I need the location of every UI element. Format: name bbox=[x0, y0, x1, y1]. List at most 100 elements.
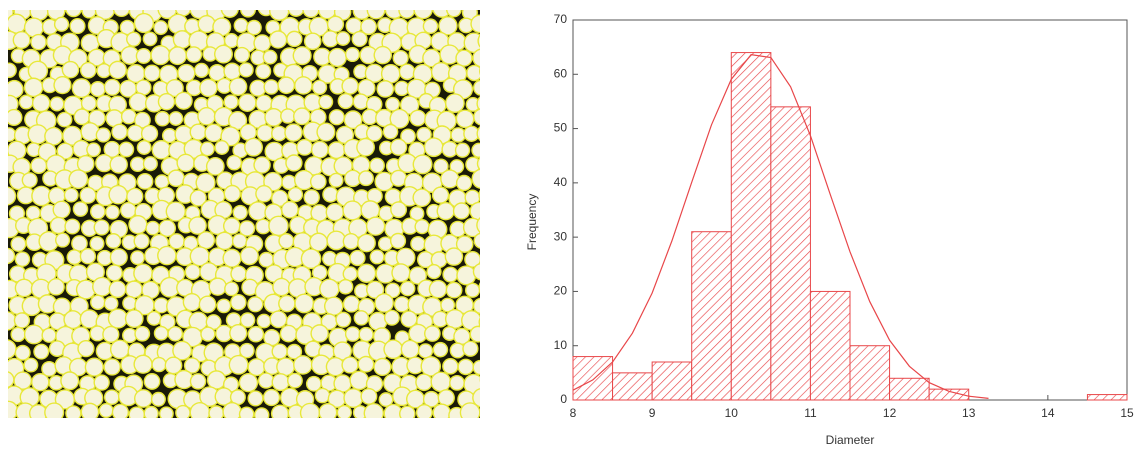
fiber bbox=[490, 82, 503, 95]
y-tick-label: 10 bbox=[554, 338, 568, 352]
fiber bbox=[472, 16, 488, 32]
bar bbox=[890, 378, 930, 400]
fiber bbox=[471, 203, 487, 219]
fiber bbox=[289, 188, 302, 201]
fiber bbox=[391, 234, 404, 247]
fiber bbox=[55, 77, 70, 92]
fiber bbox=[137, 81, 150, 94]
fiber bbox=[304, 2, 319, 17]
fiber bbox=[478, 156, 493, 171]
bar bbox=[652, 362, 692, 400]
fiber bbox=[272, 127, 285, 140]
fiber bbox=[428, 265, 440, 277]
fiber bbox=[79, 341, 93, 355]
fiber bbox=[489, 18, 504, 33]
fiber bbox=[474, 264, 489, 279]
fiber bbox=[319, 2, 335, 18]
fiber bbox=[131, 252, 143, 264]
fiber bbox=[25, 326, 42, 343]
fiber bbox=[408, 358, 423, 373]
fiber bbox=[239, 95, 255, 111]
fiber bbox=[105, 360, 120, 375]
bar bbox=[692, 232, 732, 400]
fiber bbox=[482, 250, 496, 264]
fiber bbox=[186, 265, 199, 278]
fiber bbox=[169, 15, 187, 33]
fiber bbox=[447, 283, 461, 297]
fiber bbox=[378, 81, 393, 96]
fiber bbox=[466, 284, 478, 296]
fiber bbox=[283, 176, 296, 189]
fiber bbox=[432, 63, 449, 80]
fiber bbox=[446, 249, 462, 265]
fiber bbox=[153, 358, 166, 371]
fiber bbox=[230, 356, 247, 373]
fiber bbox=[281, 389, 298, 406]
fiber-edge bbox=[486, 110, 505, 129]
fiber-edge bbox=[478, 185, 498, 205]
fiber bbox=[359, 235, 375, 251]
fiber bbox=[382, 65, 399, 82]
fiber bbox=[0, 249, 14, 263]
fiber bbox=[440, 17, 457, 34]
fiber bbox=[354, 95, 368, 109]
fiber bbox=[81, 63, 95, 77]
fiber bbox=[12, 237, 25, 250]
fiber bbox=[315, 49, 331, 65]
fiber bbox=[320, 96, 332, 108]
fiber bbox=[200, 297, 215, 312]
fiber bbox=[480, 63, 497, 80]
fiber bbox=[216, 141, 228, 153]
bar bbox=[613, 373, 653, 400]
fiber bbox=[474, 299, 488, 313]
fiber bbox=[111, 157, 127, 173]
fiber bbox=[491, 52, 504, 65]
fiber bbox=[201, 80, 217, 96]
fiber bbox=[110, 282, 125, 297]
fiber bbox=[137, 49, 150, 62]
fiber bbox=[225, 96, 237, 108]
fiber bbox=[288, 374, 301, 387]
fiber bbox=[459, 360, 473, 374]
fiber bbox=[255, 158, 270, 173]
fiber bbox=[66, 2, 80, 16]
fiber bbox=[465, 127, 479, 141]
fiber bbox=[273, 374, 288, 389]
fiber bbox=[155, 22, 167, 34]
fiber bbox=[337, 33, 349, 45]
fiber bbox=[367, 126, 381, 140]
fiber bbox=[30, 405, 46, 421]
fiber bbox=[49, 279, 64, 294]
fiber bbox=[107, 234, 120, 247]
fiber bbox=[81, 249, 95, 263]
fiber bbox=[286, 125, 302, 141]
fiber bbox=[240, 408, 253, 421]
fiber bbox=[307, 377, 320, 390]
fiber bbox=[345, 389, 362, 406]
fiber bbox=[100, 404, 112, 416]
fiber bbox=[478, 216, 496, 234]
fiber-edge bbox=[478, 279, 496, 297]
fiber bbox=[56, 234, 68, 246]
fiber bbox=[170, 48, 186, 64]
fiber bbox=[270, 32, 286, 48]
fiber-edge bbox=[490, 359, 508, 377]
fiber bbox=[432, 373, 450, 391]
fiber bbox=[240, 222, 254, 236]
fiber bbox=[411, 208, 423, 220]
fiber bbox=[371, 251, 383, 263]
fiber bbox=[248, 21, 261, 34]
fiber bbox=[225, 34, 237, 46]
fiber bbox=[452, 129, 465, 142]
bar bbox=[731, 53, 771, 400]
fiber bbox=[29, 62, 47, 80]
fiber bbox=[368, 2, 384, 18]
fiber bbox=[255, 409, 268, 422]
y-tick-label: 20 bbox=[554, 284, 568, 298]
fiber bbox=[14, 32, 29, 47]
fiber bbox=[311, 175, 325, 189]
fiber bbox=[25, 359, 37, 371]
x-tick-label: 9 bbox=[649, 406, 656, 420]
fiber bbox=[487, 112, 503, 128]
fiber bbox=[235, 48, 248, 61]
